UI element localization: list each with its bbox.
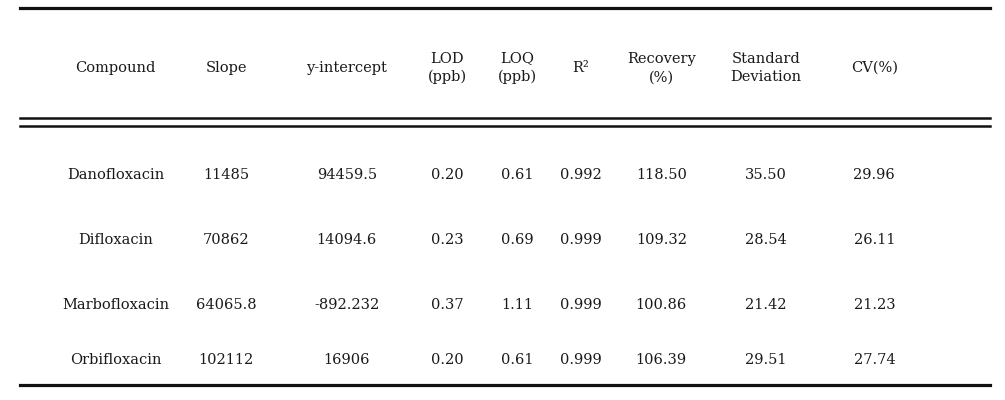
Text: Orbifloxacin: Orbifloxacin: [69, 353, 162, 367]
Text: 0.61: 0.61: [501, 353, 534, 367]
Text: 29.51: 29.51: [745, 353, 787, 367]
Text: CV(%): CV(%): [851, 61, 897, 75]
Text: 26.11: 26.11: [853, 233, 895, 247]
Text: Recovery
(%): Recovery (%): [627, 52, 695, 84]
Text: 27.74: 27.74: [853, 353, 895, 367]
Text: 1.11: 1.11: [501, 298, 534, 312]
Text: 0.20: 0.20: [431, 168, 463, 182]
Text: 21.23: 21.23: [853, 298, 895, 312]
Text: Compound: Compound: [75, 61, 156, 75]
Text: 70862: 70862: [203, 233, 249, 247]
Text: 106.39: 106.39: [636, 353, 686, 367]
Text: 14094.6: 14094.6: [317, 233, 377, 247]
Text: Standard
Deviation: Standard Deviation: [731, 52, 801, 84]
Text: 16906: 16906: [324, 353, 370, 367]
Text: 35.50: 35.50: [745, 168, 787, 182]
Text: 21.42: 21.42: [745, 298, 787, 312]
Text: Difloxacin: Difloxacin: [78, 233, 153, 247]
Text: 109.32: 109.32: [636, 233, 686, 247]
Text: 0.999: 0.999: [560, 298, 602, 312]
Text: 29.96: 29.96: [853, 168, 895, 182]
Text: Danofloxacin: Danofloxacin: [67, 168, 164, 182]
Text: 0.69: 0.69: [501, 233, 534, 247]
Text: Marbofloxacin: Marbofloxacin: [62, 298, 169, 312]
Text: 0.61: 0.61: [501, 168, 534, 182]
Text: 94459.5: 94459.5: [317, 168, 377, 182]
Text: 0.999: 0.999: [560, 233, 602, 247]
Text: 118.50: 118.50: [636, 168, 686, 182]
Text: 102112: 102112: [199, 353, 253, 367]
Text: LOD
(ppb): LOD (ppb): [428, 52, 466, 84]
Text: 100.86: 100.86: [636, 298, 686, 312]
Text: Slope: Slope: [205, 61, 247, 75]
Text: y-intercept: y-intercept: [307, 61, 387, 75]
Text: -892.232: -892.232: [315, 298, 379, 312]
Text: 0.999: 0.999: [560, 353, 602, 367]
Text: 0.992: 0.992: [560, 168, 602, 182]
Text: 64065.8: 64065.8: [196, 298, 256, 312]
Text: 0.37: 0.37: [431, 298, 463, 312]
Text: 28.54: 28.54: [745, 233, 787, 247]
Text: R²: R²: [573, 61, 589, 75]
Text: 11485: 11485: [203, 168, 249, 182]
Text: 0.20: 0.20: [431, 353, 463, 367]
Text: 0.23: 0.23: [431, 233, 463, 247]
Text: LOQ
(ppb): LOQ (ppb): [498, 52, 537, 84]
